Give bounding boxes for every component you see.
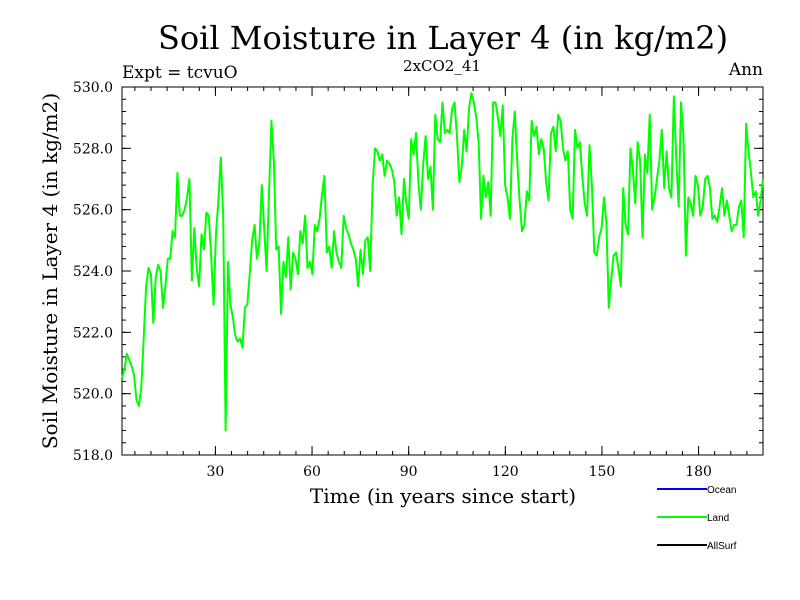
y-tick-label: 530.0 <box>73 80 113 96</box>
y-tick-label: 526.0 <box>73 203 113 219</box>
experiment-label: Expt = tcvuO <box>122 63 238 83</box>
x-tick-label: 150 <box>589 464 616 480</box>
chart-title: Soil Moisture in Layer 4 (in kg/m2) <box>158 19 728 57</box>
legend: Ocean Land AllSurf <box>657 485 737 552</box>
plot-frame <box>121 86 764 456</box>
legend-label-allsurf: AllSurf <box>707 541 737 552</box>
x-tick-label: 60 <box>303 464 321 480</box>
series-line-land <box>121 92 764 432</box>
legend-label-ocean: Ocean <box>707 485 736 496</box>
x-tick-label: 90 <box>400 464 418 480</box>
plot-area <box>121 92 764 432</box>
y-tick-label: 522.0 <box>73 325 113 341</box>
chart-subtitle: 2xCO2_41 <box>403 57 481 75</box>
y-tick-label: 520.0 <box>73 387 113 403</box>
legend-label-land: Land <box>707 513 729 524</box>
axes: 518.0 520.0 522.0 524.0 526.0 528.0 530.0 30 60 9… <box>73 80 764 480</box>
season-label: Ann <box>728 60 763 80</box>
y-tick-label: 528.0 <box>73 141 113 157</box>
y-tick-label: 524.0 <box>73 264 113 280</box>
x-tick-label: 30 <box>206 464 224 480</box>
x-tick-label: 180 <box>685 464 712 480</box>
y-tick-label: 518.0 <box>73 448 113 464</box>
y-axis-label: Soil Moisture in Layer 4 (in kg/m2) <box>38 93 62 449</box>
x-axis-label: Time (in years since start) <box>310 484 576 508</box>
x-tick-label: 120 <box>492 464 519 480</box>
